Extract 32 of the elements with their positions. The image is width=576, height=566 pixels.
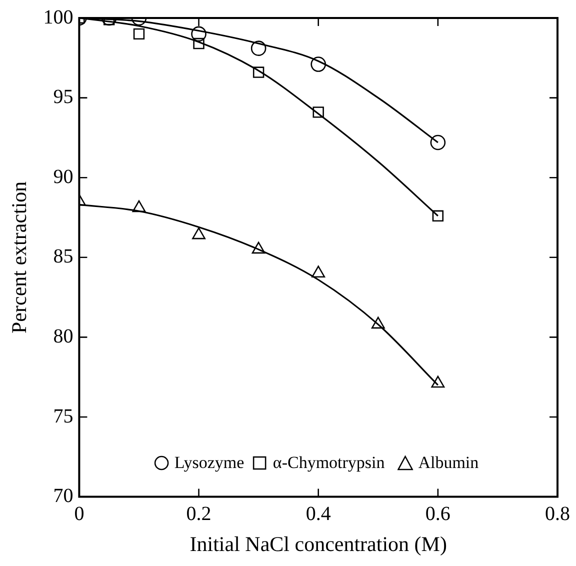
point: [432, 210, 444, 222]
point: [133, 28, 145, 40]
legend-label: Albumin: [418, 453, 479, 472]
y-axis-title: Percent extraction: [7, 180, 32, 334]
x-tick-label: 0: [74, 503, 84, 526]
y-tick-label: 80: [53, 325, 74, 348]
y-tick-label: 75: [53, 405, 74, 428]
y-tick-label: 85: [53, 246, 74, 268]
point: [252, 66, 264, 78]
x-tick-label: 0.8: [545, 503, 570, 526]
point: [312, 266, 326, 278]
point: [193, 38, 204, 50]
x-tick-label: 0.2: [186, 503, 212, 526]
point: [431, 376, 445, 388]
point: [371, 316, 385, 329]
point: [252, 242, 266, 254]
point: [250, 40, 266, 56]
point: [312, 106, 324, 118]
legend-label: α-Chymotrypsin: [272, 453, 385, 472]
y-tick-label: 90: [53, 166, 74, 188]
y-tick-label: 70: [53, 485, 74, 508]
point: [430, 134, 446, 150]
y-tick-label: 100: [43, 6, 74, 28]
y-tick-label: 95: [53, 86, 74, 108]
point: [192, 227, 206, 240]
legend-label: Lysozyme: [174, 453, 244, 472]
point: [310, 56, 326, 72]
x-axis-title: Initial NaCl concentration (M): [190, 532, 447, 556]
point: [132, 200, 146, 212]
x-tick-label: 0.4: [306, 503, 331, 526]
point: [191, 26, 206, 42]
x-tick-label: 0.6: [425, 503, 450, 526]
